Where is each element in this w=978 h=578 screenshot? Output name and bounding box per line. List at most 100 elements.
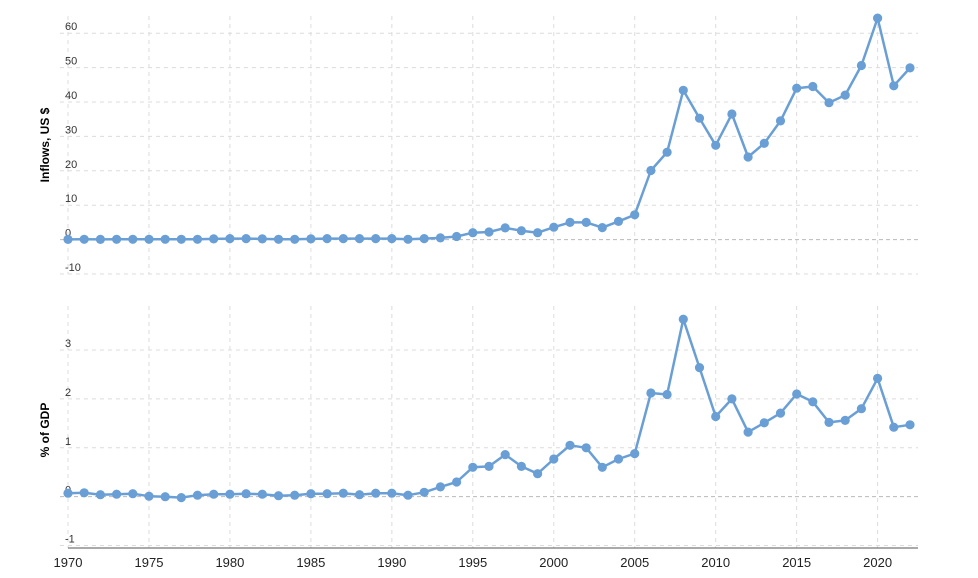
inflows-data-point[interactable] xyxy=(873,13,883,23)
inflows-data-point[interactable] xyxy=(322,234,332,244)
gdp-data-point[interactable] xyxy=(257,489,267,499)
inflows-data-point[interactable] xyxy=(662,147,672,157)
inflows-data-point[interactable] xyxy=(533,228,543,238)
gdp-data-point[interactable] xyxy=(484,461,494,471)
inflows-data-point[interactable] xyxy=(613,216,624,226)
inflows-data-point[interactable] xyxy=(128,234,138,244)
inflows-data-point[interactable] xyxy=(516,226,527,236)
gdp-data-point[interactable] xyxy=(694,363,705,373)
gdp-data-point[interactable] xyxy=(160,492,170,502)
inflows-data-point[interactable] xyxy=(192,234,203,244)
inflows-data-point[interactable] xyxy=(840,90,850,100)
inflows-data-point[interactable] xyxy=(63,234,73,244)
inflows-data-point[interactable] xyxy=(354,234,365,244)
gdp-data-point[interactable] xyxy=(516,461,527,471)
gdp-data-point[interactable] xyxy=(176,493,186,503)
gdp-data-point[interactable] xyxy=(905,420,915,430)
inflows-data-point[interactable] xyxy=(646,165,656,176)
gdp-data-point[interactable] xyxy=(759,418,769,428)
gdp-data-point[interactable] xyxy=(743,427,753,437)
inflows-data-point[interactable] xyxy=(257,234,267,244)
inflows-data-point[interactable] xyxy=(435,233,445,243)
gdp-data-point[interactable] xyxy=(387,488,397,498)
gdp-data-point[interactable] xyxy=(533,469,543,479)
gdp-data-point[interactable] xyxy=(306,489,316,499)
inflows-data-point[interactable] xyxy=(565,217,575,227)
inflows-data-point[interactable] xyxy=(549,222,559,232)
inflows-data-point[interactable] xyxy=(775,116,786,126)
inflows-data-point[interactable] xyxy=(79,234,89,244)
inflows-data-point[interactable] xyxy=(856,60,867,71)
inflows-data-point[interactable] xyxy=(468,228,478,238)
inflows-data-point[interactable] xyxy=(419,234,429,244)
gdp-data-point[interactable] xyxy=(662,389,672,400)
inflows-data-point[interactable] xyxy=(144,234,154,244)
gdp-data-point[interactable] xyxy=(727,394,737,404)
inflows-data-point[interactable] xyxy=(95,234,105,244)
gdp-data-point[interactable] xyxy=(775,408,786,418)
gdp-data-point[interactable] xyxy=(95,490,105,500)
gdp-data-point[interactable] xyxy=(435,482,445,492)
gdp-data-point[interactable] xyxy=(646,388,656,398)
gdp-data-point[interactable] xyxy=(63,488,73,498)
gdp-data-point[interactable] xyxy=(452,477,462,487)
inflows-data-point[interactable] xyxy=(711,140,721,150)
inflows-data-point[interactable] xyxy=(824,98,834,108)
inflows-data-point[interactable] xyxy=(727,109,737,119)
inflows-data-point[interactable] xyxy=(597,223,607,233)
inflows-data-point[interactable] xyxy=(387,234,397,244)
gdp-data-point[interactable] xyxy=(403,490,413,500)
gdp-data-point[interactable] xyxy=(112,489,122,499)
inflows-data-point[interactable] xyxy=(209,234,219,244)
gdp-data-point[interactable] xyxy=(209,489,219,499)
inflows-data-point[interactable] xyxy=(630,210,640,220)
gdp-data-point[interactable] xyxy=(549,454,559,464)
inflows-data-point[interactable] xyxy=(338,234,348,244)
inflows-data-point[interactable] xyxy=(694,113,705,123)
inflows-data-point[interactable] xyxy=(176,234,186,244)
inflows-data-point[interactable] xyxy=(403,234,413,244)
gdp-data-point[interactable] xyxy=(581,443,591,453)
gdp-data-point[interactable] xyxy=(144,491,154,501)
gdp-data-point[interactable] xyxy=(290,490,300,500)
gdp-data-point[interactable] xyxy=(792,389,802,399)
inflows-data-point[interactable] xyxy=(225,234,235,244)
gdp-data-point[interactable] xyxy=(630,449,640,459)
gdp-data-point[interactable] xyxy=(128,489,138,499)
gdp-data-point[interactable] xyxy=(840,415,850,425)
inflows-data-point[interactable] xyxy=(241,234,251,244)
inflows-data-point[interactable] xyxy=(792,83,802,93)
gdp-data-point[interactable] xyxy=(856,404,867,414)
inflows-data-point[interactable] xyxy=(273,234,284,244)
gdp-data-point[interactable] xyxy=(889,422,899,432)
inflows-data-point[interactable] xyxy=(452,231,462,242)
gdp-data-point[interactable] xyxy=(500,450,510,460)
gdp-data-point[interactable] xyxy=(354,490,365,500)
inflows-data-point[interactable] xyxy=(112,234,122,244)
gdp-data-point[interactable] xyxy=(419,487,429,497)
inflows-data-point[interactable] xyxy=(484,227,494,237)
gdp-data-point[interactable] xyxy=(824,417,834,427)
gdp-data-point[interactable] xyxy=(565,440,575,450)
gdp-data-point[interactable] xyxy=(873,373,883,383)
gdp-data-point[interactable] xyxy=(273,491,284,501)
gdp-data-point[interactable] xyxy=(808,397,818,407)
inflows-data-point[interactable] xyxy=(290,234,300,244)
gdp-data-point[interactable] xyxy=(241,489,251,499)
gdp-data-point[interactable] xyxy=(338,488,348,498)
gdp-data-point[interactable] xyxy=(225,489,235,499)
inflows-data-point[interactable] xyxy=(889,81,899,91)
inflows-data-point[interactable] xyxy=(306,234,316,244)
inflows-data-point[interactable] xyxy=(905,63,915,73)
inflows-data-point[interactable] xyxy=(759,138,769,148)
gdp-data-point[interactable] xyxy=(468,462,478,472)
gdp-data-point[interactable] xyxy=(322,489,332,499)
gdp-data-point[interactable] xyxy=(371,488,381,498)
gdp-data-point[interactable] xyxy=(678,314,688,324)
inflows-data-point[interactable] xyxy=(160,234,170,244)
gdp-data-point[interactable] xyxy=(192,490,203,500)
inflows-data-point[interactable] xyxy=(500,223,510,233)
gdp-data-point[interactable] xyxy=(597,462,607,472)
gdp-data-point[interactable] xyxy=(79,488,89,498)
inflows-data-point[interactable] xyxy=(678,85,688,95)
